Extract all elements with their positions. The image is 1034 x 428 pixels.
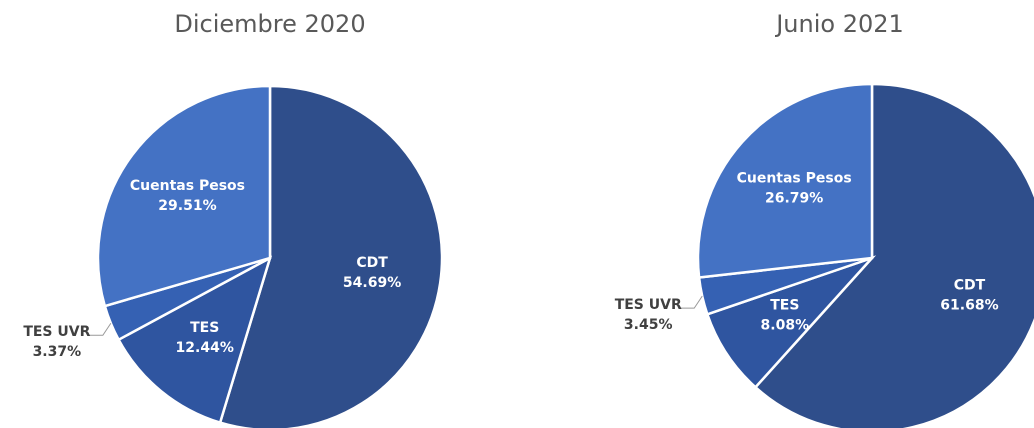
pie-slice [218,84,444,428]
value-label: 54.69% [343,275,401,291]
pie-slice [696,82,874,279]
slice-label: Cuentas Pesos [737,170,852,186]
slice-label: TES [190,320,219,336]
leader-line [88,322,112,336]
value-label: 26.79% [765,190,823,206]
pie-slice [116,255,273,425]
leader-line [680,295,703,309]
value-label: 3.45% [624,317,673,333]
pie-slice [96,84,272,308]
value-label: 3.37% [33,344,82,360]
pie-slice [705,255,877,389]
value-label: 12.44% [176,340,234,356]
value-label: 29.51% [158,198,216,214]
slice-label: CDT [954,277,986,293]
chart-title: Diciembre 2020 [174,10,365,38]
slice-label: TES UVR [23,324,90,340]
slice-label: Cuentas Pesos [130,178,245,194]
value-label: 61.68% [940,297,998,313]
chart-title: Junio 2021 [774,10,904,38]
slice-label: CDT [356,255,388,271]
slice-label: TES UVR [615,297,682,313]
slice-label: TES [770,297,799,313]
pie-slice [753,82,1034,428]
value-label: 8.08% [761,317,810,333]
